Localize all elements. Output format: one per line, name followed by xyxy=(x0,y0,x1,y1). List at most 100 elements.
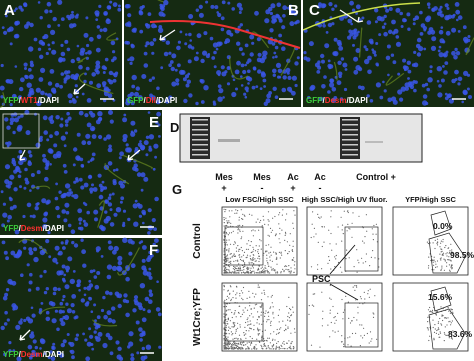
nucleus xyxy=(33,37,38,42)
event-dot xyxy=(226,303,228,305)
event-dot xyxy=(289,347,291,349)
tissue-boundary xyxy=(92,319,118,327)
nucleus xyxy=(106,264,113,270)
nucleus xyxy=(2,202,6,206)
event-dot xyxy=(243,332,245,334)
event-dot xyxy=(287,315,289,318)
event-dot xyxy=(286,265,288,267)
nucleus xyxy=(454,47,458,52)
event-dot xyxy=(270,246,272,248)
nucleus xyxy=(110,40,116,46)
nucleus xyxy=(60,43,64,48)
nucleus xyxy=(132,27,137,32)
event-dot xyxy=(226,249,228,251)
event-dot xyxy=(279,328,281,330)
gate-percent: 98.5% xyxy=(450,250,474,260)
event-dot xyxy=(439,258,441,260)
nucleus xyxy=(184,42,188,46)
nucleus xyxy=(379,95,384,100)
nucleus xyxy=(108,70,114,76)
event-dot xyxy=(233,271,235,273)
tissue-boundary xyxy=(385,72,405,86)
nucleus xyxy=(466,73,471,77)
nucleus xyxy=(251,85,256,90)
event-dot xyxy=(343,346,345,348)
event-dot xyxy=(260,248,262,250)
nucleus xyxy=(145,23,151,29)
nucleus xyxy=(120,196,125,201)
event-dot xyxy=(449,269,451,271)
event-dot xyxy=(255,293,257,295)
event-dot xyxy=(233,253,235,255)
event-dot xyxy=(251,251,253,253)
event-dot xyxy=(376,338,378,340)
event-dot xyxy=(239,324,241,326)
event-dot xyxy=(329,309,331,311)
nucleus xyxy=(325,31,329,34)
nucleus xyxy=(257,52,262,57)
nucleus xyxy=(97,111,103,117)
event-dot xyxy=(451,251,453,253)
event-dot xyxy=(252,270,254,272)
event-dot xyxy=(251,262,253,264)
event-dot xyxy=(226,272,228,274)
event-dot xyxy=(329,243,331,245)
event-dot xyxy=(249,344,252,346)
event-dot xyxy=(285,233,287,235)
event-dot xyxy=(229,320,231,322)
event-dot xyxy=(287,326,289,328)
event-dot xyxy=(345,295,347,297)
event-dot xyxy=(252,254,254,256)
nucleus xyxy=(423,47,427,51)
nucleus xyxy=(414,15,420,20)
event-dot xyxy=(287,269,289,271)
nucleus xyxy=(236,41,241,46)
nucleus xyxy=(39,347,42,350)
nucleus xyxy=(107,317,113,323)
event-dot xyxy=(226,255,228,257)
event-dot xyxy=(236,212,238,214)
nucleus xyxy=(84,302,90,307)
nucleus xyxy=(92,187,98,192)
event-dot xyxy=(258,255,260,257)
event-dot xyxy=(233,243,235,246)
nucleus xyxy=(142,211,146,216)
event-dot xyxy=(319,217,321,219)
nucleus xyxy=(83,79,87,84)
nucleus xyxy=(383,89,387,93)
event-dot xyxy=(253,263,255,265)
event-dot xyxy=(225,225,227,227)
nucleus xyxy=(115,340,120,345)
nucleus xyxy=(3,250,8,255)
nucleus xyxy=(442,65,445,68)
nucleus xyxy=(32,214,36,219)
scatter-plot xyxy=(306,282,383,352)
event-dot xyxy=(364,298,366,300)
nucleus xyxy=(12,204,17,209)
panel-letter: D xyxy=(170,120,179,135)
nucleus xyxy=(195,101,199,106)
event-dot xyxy=(242,213,244,215)
event-dot xyxy=(228,272,230,274)
event-dot xyxy=(242,259,244,261)
nucleus xyxy=(109,222,115,227)
nucleus xyxy=(106,310,112,316)
event-dot xyxy=(229,292,231,294)
nucleus xyxy=(141,258,146,263)
event-dot xyxy=(262,272,264,274)
event-dot xyxy=(292,245,294,247)
event-dot xyxy=(229,243,232,245)
nucleus xyxy=(185,74,189,79)
stain-part: / xyxy=(19,96,22,105)
event-dot xyxy=(268,252,270,254)
event-dot xyxy=(451,268,453,270)
event-dot xyxy=(247,248,249,250)
nucleus xyxy=(70,229,76,234)
event-dot xyxy=(441,315,443,317)
nucleus xyxy=(176,45,181,51)
event-dot xyxy=(261,336,263,338)
nucleus xyxy=(379,16,385,22)
event-dot xyxy=(321,325,323,327)
nucleus xyxy=(134,167,139,172)
nucleus xyxy=(96,83,102,89)
